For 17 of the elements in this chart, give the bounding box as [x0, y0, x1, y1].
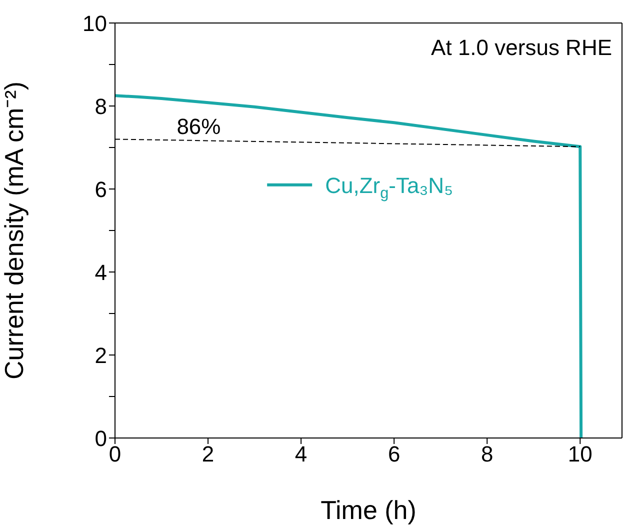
annotation: At 1.0 versus RHE [431, 35, 612, 60]
y-tick-label: 6 [94, 176, 107, 202]
y-axis-title: Current density (mA cm⁻²) [0, 82, 30, 380]
x-tick-label: 10 [568, 442, 592, 467]
annotation: 86% [176, 114, 221, 140]
y-tick-label: 8 [94, 94, 107, 119]
x-tick-label: 2 [202, 442, 214, 467]
x-tick-label: 8 [480, 442, 494, 467]
y-tick-label: 2 [94, 342, 107, 368]
x-tick-label: 4 [294, 442, 308, 467]
y-tick-label: 10 [82, 10, 107, 36]
x-axis-title: Time (h) [320, 495, 416, 525]
legend-label: Cu,Zr$_{g}$-Ta₃N₅ [325, 172, 453, 202]
y-tick-label: 4 [94, 260, 107, 285]
line-series [115, 94, 583, 438]
y-tick-label: 0 [94, 426, 107, 451]
x-tick-label: 6 [388, 442, 400, 467]
